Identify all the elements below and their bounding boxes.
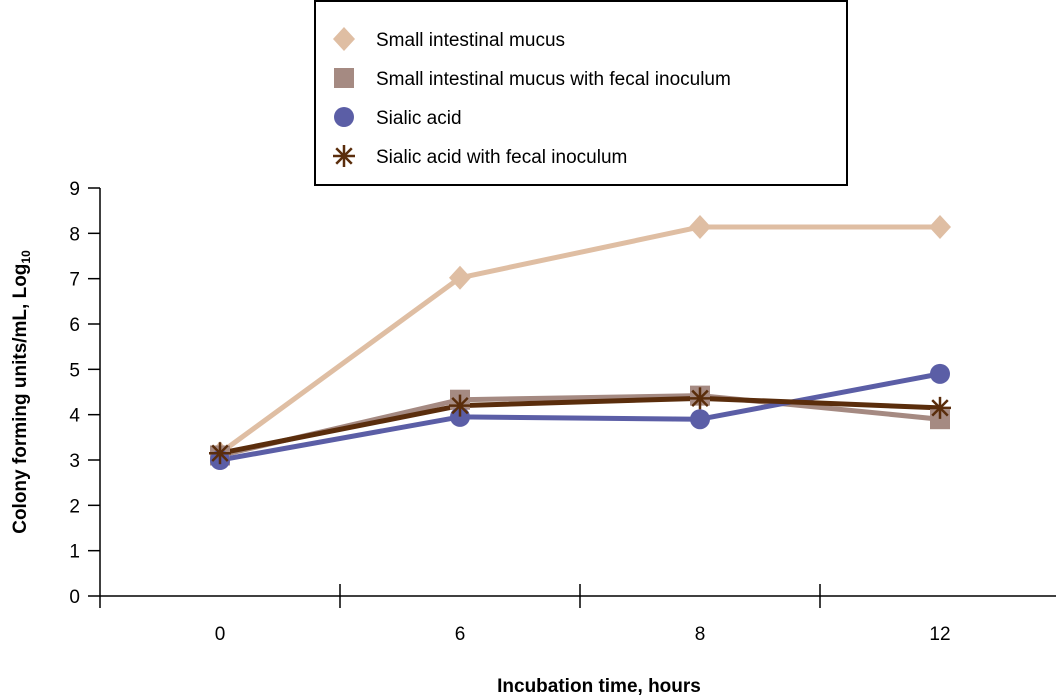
y-tick-label: 5 xyxy=(69,360,80,381)
x-tick-label: 8 xyxy=(695,624,706,645)
legend-label: Small intestinal mucus xyxy=(376,30,565,51)
legend-marker-square xyxy=(334,68,354,88)
series-line xyxy=(218,224,940,456)
legend-label: Small intestinal mucus with fecal inocul… xyxy=(376,69,731,90)
y-axis-title-subscript: 10 xyxy=(19,250,33,264)
data-point-asterisk xyxy=(449,394,471,417)
data-point-diamond xyxy=(689,214,711,239)
legend-box xyxy=(314,0,848,186)
legend-item: Sialic acid with fecal inoculum xyxy=(333,145,627,168)
y-tick-label: 6 xyxy=(69,315,80,336)
y-tick-label: 8 xyxy=(69,224,80,245)
data-point-circle xyxy=(690,409,710,430)
series-line xyxy=(219,371,941,463)
y-tick-label: 3 xyxy=(69,451,80,472)
y-tick-label: 0 xyxy=(69,587,80,608)
y-axis-title: Colony forming units/mL, Log10 xyxy=(10,250,33,534)
x-tick-label: 0 xyxy=(215,624,226,645)
y-tick-label: 2 xyxy=(69,496,80,517)
data-point-asterisk xyxy=(209,442,231,465)
legend: Small intestinal mucus Small intestinal m… xyxy=(314,0,848,186)
y-tick-label: 4 xyxy=(69,406,80,427)
y-axis-title-main: Colony forming units/mL, Log xyxy=(10,264,31,534)
legend-item: Sialic acid xyxy=(334,107,462,129)
series-layer xyxy=(209,214,951,470)
x-axis-title: Incubation time, hours xyxy=(497,676,701,697)
x-tick-label: 6 xyxy=(455,624,466,645)
y-tick-label: 9 xyxy=(69,179,80,200)
legend-marker-asterisk xyxy=(333,145,355,167)
y-tick-label: 7 xyxy=(69,270,80,291)
data-point-circle xyxy=(930,363,950,384)
axes xyxy=(99,188,1056,608)
legend-label: Sialic acid with fecal inoculum xyxy=(376,147,627,168)
y-tick-label: 1 xyxy=(69,542,80,563)
legend-item: Small intestinal mucus xyxy=(333,27,565,51)
data-point-asterisk xyxy=(929,396,951,419)
y-ticks: 0 1 2 3 4 5 6 7 8 9 xyxy=(69,179,100,608)
legend-marker-circle xyxy=(334,107,354,127)
legend-items: Small intestinal mucus Small intestinal m… xyxy=(333,27,731,168)
legend-label: Sialic acid xyxy=(376,108,462,129)
x-tick-label: 12 xyxy=(929,624,950,645)
data-point-diamond xyxy=(929,214,951,239)
data-point-asterisk xyxy=(689,387,711,410)
series-line xyxy=(219,395,941,456)
legend-item: Small intestinal mucus with fecal inocul… xyxy=(334,68,731,90)
x-ticks: 0 6 8 12 xyxy=(215,584,951,645)
data-point-diamond xyxy=(449,265,471,290)
legend-marker-diamond xyxy=(333,27,355,51)
